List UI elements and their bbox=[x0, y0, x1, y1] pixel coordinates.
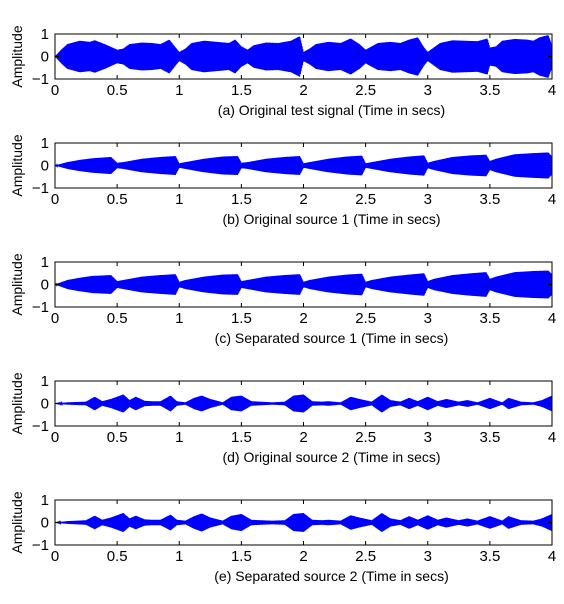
panel-b-ylabel: Amplitude bbox=[9, 134, 25, 196]
panel-e-xtick-label: 4 bbox=[548, 548, 556, 565]
panel-d-ylabel: Amplitude bbox=[9, 372, 25, 434]
panel-c-xtick-label: 0.5 bbox=[107, 310, 128, 327]
panel-b-xtick-label: 3 bbox=[424, 191, 432, 208]
panel-d-xtick-label: 1.5 bbox=[231, 429, 252, 446]
panel-a-ytick-label: 1 bbox=[41, 26, 49, 43]
panel-b-xtick-label: 3.5 bbox=[479, 191, 500, 208]
panel-a-xtick-label: 1.5 bbox=[231, 82, 252, 99]
panel-e-xtick-label: 1 bbox=[175, 548, 183, 565]
panel-e-ytick-label: 1 bbox=[41, 492, 49, 509]
panel-a-xtick-label: 4 bbox=[548, 82, 556, 99]
panel-e-xtick-label: 2.5 bbox=[355, 548, 376, 565]
panel-e-xtick-label: 2 bbox=[299, 548, 307, 565]
panel-e-series-line-0 bbox=[54, 513, 553, 532]
panel-d-ytick-label: −1 bbox=[32, 418, 49, 435]
panel-b-xtick-label: 2.5 bbox=[355, 191, 376, 208]
panel-d-xtick-label: 0 bbox=[51, 429, 59, 446]
panel-c-xtick-label: 0 bbox=[51, 310, 59, 327]
panel-c-ytick-label: −1 bbox=[32, 299, 49, 316]
panel-e-xtick-label: 0 bbox=[51, 548, 59, 565]
panel-a-xtick-label: 3 bbox=[424, 82, 432, 99]
panel-a-ytick-label: −1 bbox=[32, 71, 49, 88]
panel-b-xtick-label: 0.5 bbox=[107, 191, 128, 208]
panel-c-xtick-label: 3 bbox=[424, 310, 432, 327]
panel-c-xtick-label: 1 bbox=[175, 310, 183, 327]
panel-d-xlabel: (d) Original source 2 (Time in secs) bbox=[222, 449, 440, 465]
panel-a-xtick-label: 1 bbox=[175, 82, 183, 99]
panel-d-xtick-label: 2.5 bbox=[355, 429, 376, 446]
panel-e-xtick-label: 3 bbox=[424, 548, 432, 565]
panel-a-ytick-label: 0 bbox=[41, 49, 49, 66]
panel-b-ytick-label: 0 bbox=[41, 158, 49, 175]
panel-d-xtick-label: 1 bbox=[175, 429, 183, 446]
panel-a-xtick-label: 0.5 bbox=[107, 82, 128, 99]
panel-e-xtick-label: 1.5 bbox=[231, 548, 252, 565]
panel-b-xtick-label: 1.5 bbox=[231, 191, 252, 208]
panel-e-xtick-label: 0.5 bbox=[107, 548, 128, 565]
panel-d-ytick-label: 1 bbox=[41, 373, 49, 390]
panel-c-xtick-label: 3.5 bbox=[479, 310, 500, 327]
panel-d-xtick-label: 3.5 bbox=[479, 429, 500, 446]
panel-e-xtick-label: 3.5 bbox=[479, 548, 500, 565]
panel-b-series-line-0 bbox=[54, 152, 553, 179]
panel-e-ylabel: Amplitude bbox=[9, 491, 25, 553]
panel-b-xtick-label: 2 bbox=[299, 191, 307, 208]
panel-a-xtick-label: 2 bbox=[299, 82, 307, 99]
panel-b-ytick-label: −1 bbox=[32, 180, 49, 197]
panel-b-xlabel: (b) Original source 1 (Time in secs) bbox=[222, 211, 440, 227]
panel-a-xtick-label: 0 bbox=[51, 82, 59, 99]
panel-a-xlabel: (a) Original test signal (Time in secs) bbox=[218, 102, 445, 118]
panel-d-series-line-0 bbox=[54, 394, 553, 413]
panel-b-ytick-label: 1 bbox=[41, 135, 49, 152]
panel-b-xtick-label: 4 bbox=[548, 191, 556, 208]
panel-e-ytick-label: −1 bbox=[32, 537, 49, 554]
panel-c-ytick-label: 1 bbox=[41, 254, 49, 271]
panel-d-ytick-label: 0 bbox=[41, 396, 49, 413]
panel-d-xtick-label: 2 bbox=[299, 429, 307, 446]
panel-e-ytick-label: 0 bbox=[41, 515, 49, 532]
panel-c-series-line-0 bbox=[54, 270, 553, 299]
panel-c-xtick-label: 2 bbox=[299, 310, 307, 327]
panel-c-ytick-label: 0 bbox=[41, 277, 49, 294]
panel-d-xtick-label: 4 bbox=[548, 429, 556, 446]
panel-c-xlabel: (c) Separated source 1 (Time in secs) bbox=[215, 330, 449, 346]
panel-e-xlabel: (e) Separated source 2 (Time in secs) bbox=[214, 568, 448, 584]
panel-a-ylabel: Amplitude bbox=[9, 25, 25, 87]
panel-c-xtick-label: 2.5 bbox=[355, 310, 376, 327]
panel-a-xtick-label: 3.5 bbox=[479, 82, 500, 99]
panel-a-series-line-0 bbox=[54, 35, 553, 78]
panel-b-xtick-label: 1 bbox=[175, 191, 183, 208]
panel-b-xtick-label: 0 bbox=[51, 191, 59, 208]
panel-c-xtick-label: 1.5 bbox=[231, 310, 252, 327]
panel-c-xtick-label: 4 bbox=[548, 310, 556, 327]
panel-d-xtick-label: 3 bbox=[424, 429, 432, 446]
panel-d-xtick-label: 0.5 bbox=[107, 429, 128, 446]
panel-c-ylabel: Amplitude bbox=[9, 253, 25, 315]
panel-a-xtick-label: 2.5 bbox=[355, 82, 376, 99]
